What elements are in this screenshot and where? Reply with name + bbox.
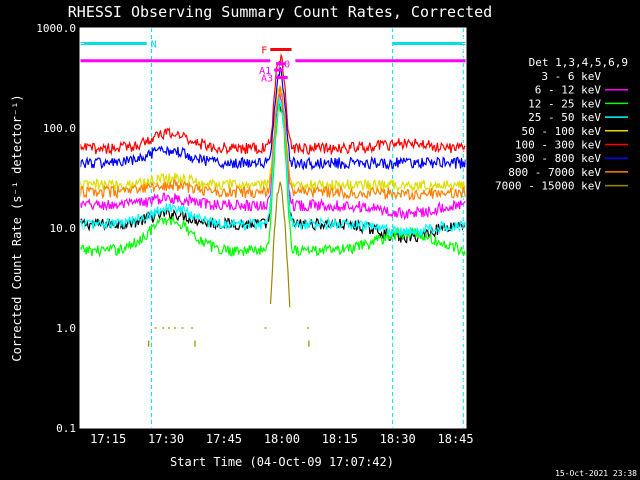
chart-title: RHESSI Observing Summary Count Rates, Co… (68, 3, 492, 21)
series-line-7 (79, 85, 466, 201)
flag-label-4: F (261, 45, 267, 56)
x-tick-label-1: 17:30 (148, 432, 184, 446)
legend-label-5: 100 - 300 keV (515, 139, 601, 152)
x-axis-label: Start Time (04-Oct-09 17:07:42) (170, 455, 394, 469)
x-tick-label-6: 18:45 (438, 432, 474, 446)
x-tick-label-0: 17:15 (90, 432, 126, 446)
flag-label-6: A1 (259, 66, 271, 77)
footer-timestamp: 15-Oct-2021 23:38 (555, 469, 637, 478)
axis-layer: 1000.0 100.0 10.0 1.0 0.1 17:15 17:30 17:45 18:0… (36, 22, 473, 446)
y-tick-label-2: 10.0 (50, 222, 77, 235)
legend-label-8: 7000 - 15000 keV (495, 180, 601, 193)
x-tick-label-5: 18:30 (380, 432, 416, 446)
flag-label-7: A3 (261, 73, 273, 84)
plot-area (80, 28, 466, 428)
series-line-3 (80, 96, 466, 238)
y-tick-label-4: 0.1 (56, 422, 76, 435)
flag-label-5: A0 (278, 60, 290, 71)
legend-title: Det 1,3,4,5,6,9 (529, 56, 628, 69)
y-tick-label-3: 1.0 (56, 322, 76, 335)
series-line-6 (79, 67, 466, 171)
flag-label-0: N (151, 39, 157, 50)
x-tick-label-3: 18:00 (264, 432, 300, 446)
y-tick-label-1: 100.0 (43, 122, 76, 135)
legend-label-3: 25 - 50 keV (528, 111, 601, 124)
y-tick-label-0: 1000.0 (36, 22, 76, 35)
series-line-8 (269, 181, 291, 308)
x-tick-label-4: 18:15 (322, 432, 358, 446)
legend-label-1: 6 - 12 keV (535, 84, 602, 97)
series-line-5 (79, 53, 466, 156)
legend-label-6: 300 - 800 keV (515, 152, 601, 165)
x-tick-label-2: 17:45 (206, 432, 242, 446)
legend-label-4: 50 - 100 keV (522, 125, 602, 138)
legend-label-0: 3 - 6 keV (541, 70, 601, 83)
legend-label-7: 800 - 7000 keV (508, 166, 601, 179)
y-axis-label: Corrected Count Rate (s⁻¹ detector⁻¹) (10, 94, 24, 361)
legend-label-2: 12 - 25 keV (528, 97, 601, 110)
